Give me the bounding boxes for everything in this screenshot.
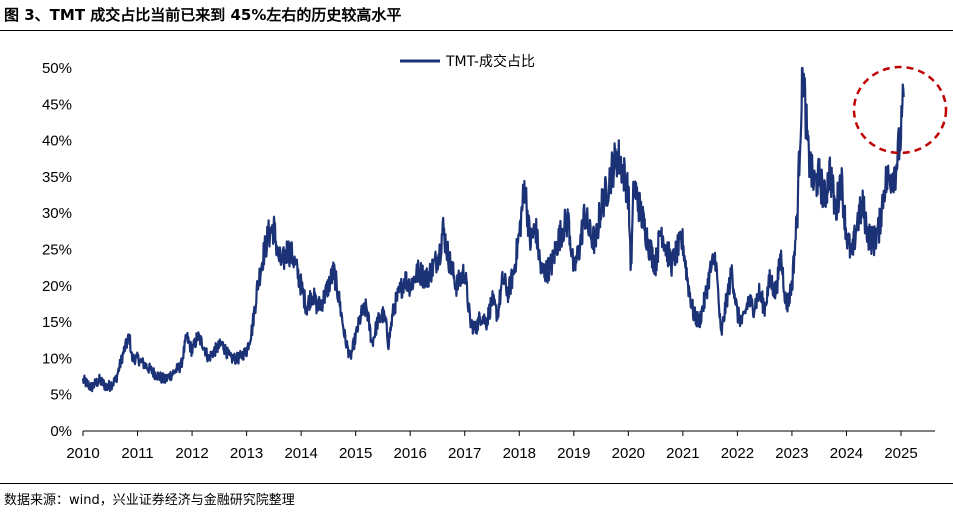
figure-title: 图 3、TMT 成交占比当前已来到 45%左右的历史较高水平 [4, 6, 402, 24]
y-tick-label: 35% [42, 169, 72, 186]
x-tick-label: 2012 [175, 445, 208, 462]
y-tick-label: 10% [42, 350, 72, 367]
x-tick-label: 2022 [721, 445, 754, 462]
legend-label: TMT-成交占比 [445, 53, 535, 70]
y-tick-label: 30% [42, 205, 72, 222]
chart-series [81, 66, 905, 393]
series-line-tmt [81, 66, 905, 393]
line-chart: 0% 5% 10% 15% 20% 25% 30% 35% 40% 45% 50% 2010 2011 2… [42, 53, 948, 462]
y-tick-label: 5% [50, 387, 72, 404]
x-tick-label: 2021 [666, 445, 699, 462]
x-tick-label: 2019 [557, 445, 590, 462]
source-note: 数据来源：wind，兴业证券经济与金融研究院整理 [4, 493, 295, 508]
y-tick-label: 15% [42, 314, 72, 331]
x-tick-label: 2018 [503, 445, 536, 462]
x-tick-label: 2014 [284, 445, 317, 462]
x-tick-label: 2024 [830, 445, 863, 462]
y-tick-label: 0% [50, 423, 72, 440]
highlight-circle [852, 65, 948, 155]
x-tick-label: 2016 [394, 445, 427, 462]
chart-annotation [852, 65, 948, 155]
source-divider [0, 483, 953, 484]
chart-legend: TMT-成交占比 [400, 53, 535, 70]
x-tick-label: 2015 [339, 445, 372, 462]
y-tick-label: 50% [42, 60, 72, 77]
chart-axes: 0% 5% 10% 15% 20% 25% 30% 35% 40% 45% 50% 2010 2011 2… [42, 60, 935, 462]
x-tick-label: 2011 [121, 445, 153, 462]
y-tick-label: 25% [42, 242, 72, 259]
x-tick-label: 2013 [230, 445, 263, 462]
x-tick-label: 2017 [448, 445, 481, 462]
x-tick-label: 2025 [884, 445, 917, 462]
x-tick-label: 2010 [66, 445, 99, 462]
y-tick-label: 45% [42, 96, 72, 113]
title-divider [0, 30, 953, 31]
x-tick-label: 2023 [775, 445, 808, 462]
y-tick-label: 20% [42, 278, 72, 295]
x-tick-label: 2020 [612, 445, 645, 462]
y-tick-label: 40% [42, 133, 72, 150]
